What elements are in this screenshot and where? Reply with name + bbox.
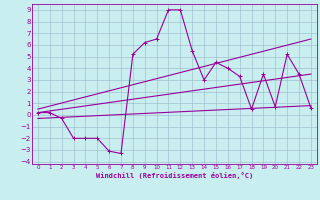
X-axis label: Windchill (Refroidissement éolien,°C): Windchill (Refroidissement éolien,°C) (96, 172, 253, 179)
